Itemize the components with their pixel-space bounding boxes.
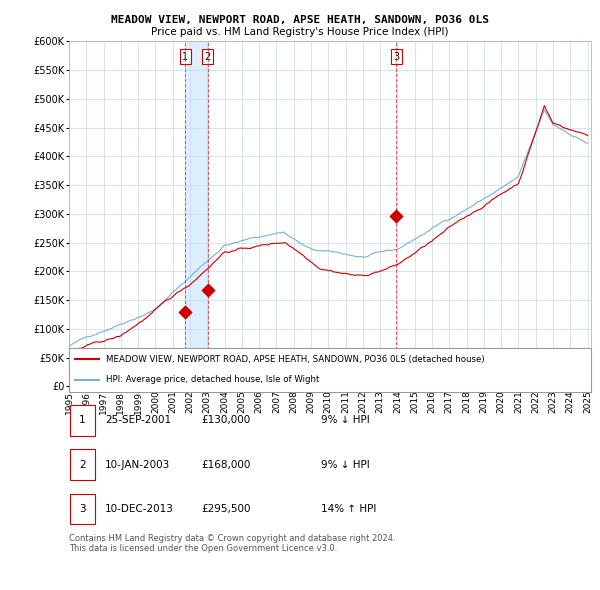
Text: Contains HM Land Registry data © Crown copyright and database right 2024.
This d: Contains HM Land Registry data © Crown c… [69, 534, 395, 553]
Text: 2: 2 [79, 460, 86, 470]
Bar [70, 405, 95, 435]
Text: MEADOW VIEW, NEWPORT ROAD, APSE HEATH, SANDOWN, PO36 0LS (detached house): MEADOW VIEW, NEWPORT ROAD, APSE HEATH, S… [106, 355, 484, 363]
Text: HPI: Average price, detached house, Isle of Wight: HPI: Average price, detached house, Isle… [106, 375, 319, 385]
Point [203, 285, 212, 294]
Text: 10-DEC-2013: 10-DEC-2013 [105, 504, 174, 514]
Text: £295,500: £295,500 [201, 504, 251, 514]
Text: 9% ↓ HPI: 9% ↓ HPI [321, 415, 370, 425]
Text: 10-JAN-2003: 10-JAN-2003 [105, 460, 170, 470]
Text: 14% ↑ HPI: 14% ↑ HPI [321, 504, 376, 514]
Text: 3: 3 [79, 504, 86, 514]
Text: 25-SEP-2001: 25-SEP-2001 [105, 415, 171, 425]
Point [392, 212, 401, 221]
Bar [70, 450, 95, 480]
Bar [185, 41, 208, 386]
Bar [70, 493, 95, 524]
Text: 2: 2 [205, 52, 211, 61]
Text: 3: 3 [394, 52, 400, 61]
Text: 1: 1 [182, 52, 188, 61]
Text: 9% ↓ HPI: 9% ↓ HPI [321, 460, 370, 470]
Text: Price paid vs. HM Land Registry's House Price Index (HPI): Price paid vs. HM Land Registry's House … [151, 27, 449, 37]
Text: £130,000: £130,000 [201, 415, 250, 425]
Text: 1: 1 [79, 415, 86, 425]
Text: MEADOW VIEW, NEWPORT ROAD, APSE HEATH, SANDOWN, PO36 0LS: MEADOW VIEW, NEWPORT ROAD, APSE HEATH, S… [111, 15, 489, 25]
Text: £168,000: £168,000 [201, 460, 250, 470]
Point [181, 307, 190, 316]
